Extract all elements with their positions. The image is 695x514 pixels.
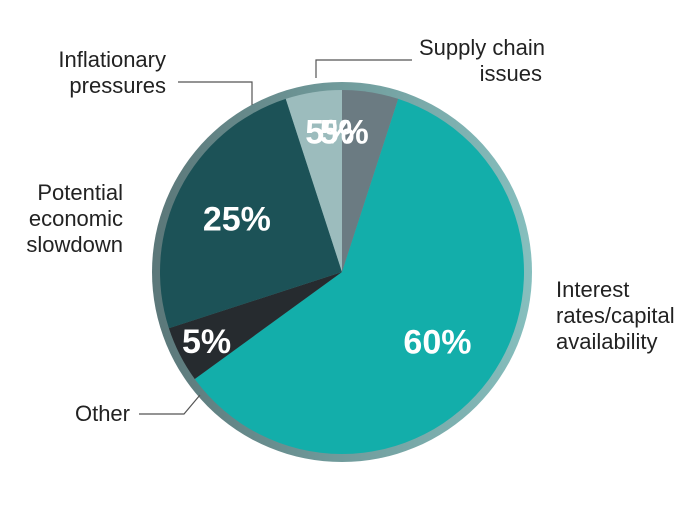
category-label-line: issues [480,61,542,86]
category-label-line: Supply chain [419,35,545,60]
category-label-line: Inflationary [58,47,166,72]
percent-labels: 5% 60% 5% 25% 5% [182,114,471,362]
leader-line-5 [178,81,253,105]
leader-line-1 [315,59,412,78]
pie-slice-1 [342,90,399,272]
category-label-line: Interest [556,277,629,302]
leader-lines [139,59,412,415]
category-label-line: Other [75,401,130,426]
percent-label-4: 25% [203,200,271,238]
category-labels: Supply chain issues Interest rates/capital a… [26,35,674,426]
pie-slice-4 [160,98,342,329]
leader-line-3 [139,394,201,415]
category-label-line: slowdown [26,232,123,257]
category-label-line: Potential [37,180,123,205]
pie-slice-5 [285,90,342,272]
category-label-line: availability [556,329,658,354]
pie-slices [160,90,524,454]
category-label-line: pressures [69,73,166,98]
category-label-5: Inflationary pressures [58,47,166,98]
category-label-line: economic [29,206,123,231]
percent-label-1: 5% [320,114,369,152]
category-label-2: Interest rates/capital availability [556,277,675,354]
category-label-4: Potential economic slowdown [26,180,123,257]
category-label-line: rates/capital [556,303,675,328]
category-label-1: Supply chain issues [419,35,545,86]
percent-label-2: 60% [403,323,471,361]
percent-label-5: 5% [305,114,354,152]
percent-label-3: 5% [182,323,231,361]
pie-slice-3 [168,272,342,379]
pie-slice-2 [194,98,524,454]
category-label-3: Other [75,401,130,426]
